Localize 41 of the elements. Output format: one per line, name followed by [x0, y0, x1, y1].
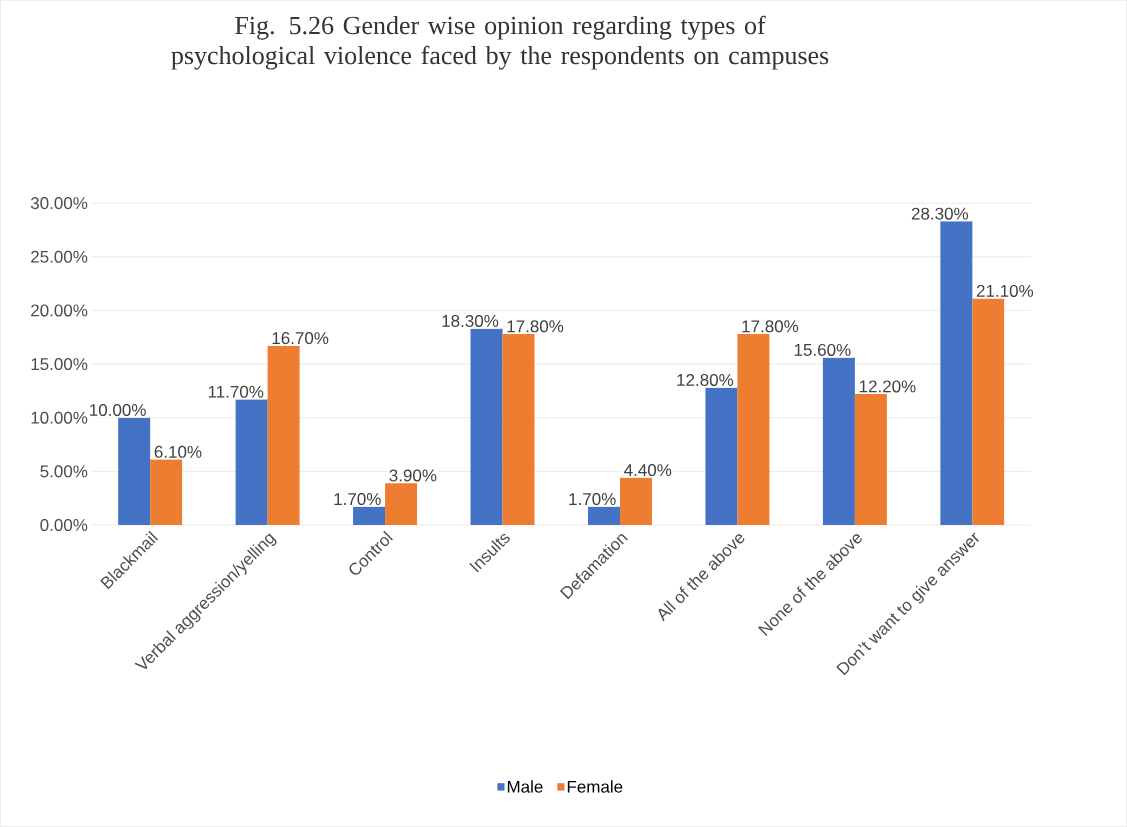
- data-label: 1.70%: [569, 492, 616, 506]
- data-label: 4.40%: [624, 464, 672, 477]
- legend-label: Female: [567, 780, 623, 793]
- data-label: 3.90%: [389, 469, 437, 482]
- data-label: 28.30%: [911, 207, 969, 220]
- y-tick-label: 20.00%: [31, 304, 88, 317]
- bar: [854, 394, 887, 525]
- data-label: 16.70%: [272, 332, 329, 345]
- data-label: 11.70%: [208, 385, 264, 398]
- bar: [235, 399, 268, 525]
- y-tick-label: 30.00%: [30, 197, 88, 210]
- bar: [502, 333, 535, 525]
- y-tick-label: 10.00%: [31, 411, 88, 424]
- bar: [822, 357, 855, 525]
- bar: [385, 483, 418, 525]
- bar: [150, 459, 183, 525]
- data-label: 17.80%: [742, 320, 799, 333]
- data-label: 15.60%: [794, 343, 851, 356]
- bar: [267, 345, 300, 525]
- legend-label: Male: [507, 780, 543, 793]
- y-tick-label: 0.00%: [40, 518, 88, 531]
- y-tick-label: 25.00%: [31, 250, 88, 263]
- data-label: 12.20%: [859, 380, 916, 393]
- bar: [587, 506, 620, 525]
- y-tick-label: 5.00%: [40, 465, 88, 478]
- data-label: 18.30%: [442, 314, 499, 327]
- chart-title: Fig. 5.26 Gender wise opinion regarding types of psychological violence faced by the respondents on campuses: [171, 15, 829, 70]
- bar: [118, 417, 151, 525]
- data-label: 17.80%: [507, 320, 564, 333]
- data-label: 6.10%: [154, 445, 202, 458]
- bar: [737, 333, 770, 525]
- y-tick-label: 15.00%: [31, 358, 88, 371]
- bar: [972, 298, 1005, 525]
- data-label: 21.10%: [976, 284, 1034, 297]
- data-label: 1.70%: [334, 492, 381, 506]
- data-label: 12.80%: [677, 373, 734, 386]
- bar: [470, 328, 503, 525]
- bar: [353, 506, 386, 525]
- bar: [705, 387, 738, 525]
- bar: [940, 221, 973, 525]
- data-label: 10.00%: [90, 403, 146, 416]
